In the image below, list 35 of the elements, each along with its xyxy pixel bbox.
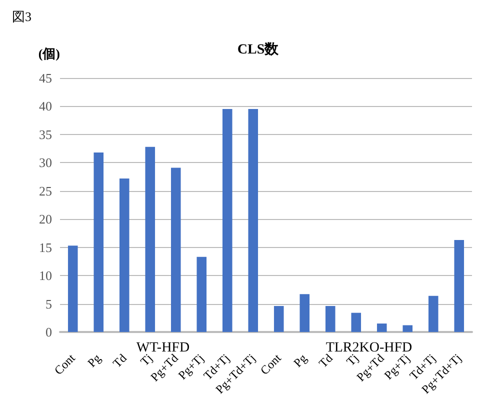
y-tick-label: 15 [39,240,52,255]
x-tick-label: Pg [290,351,310,370]
x-tick-label: Cont [257,350,284,378]
y-tick-label: 25 [39,183,52,198]
chart-title: CLS数 [237,42,280,58]
bar [94,152,104,332]
bar [145,146,156,332]
x-tick-label: Cont [51,350,78,378]
y-axis-title: (個) [38,46,60,61]
y-tick-label: 35 [39,126,52,142]
x-tick-label: Td [316,351,336,370]
bar [325,306,336,332]
bar [196,256,207,332]
x-tick-label: Pg [84,351,104,370]
bar [376,324,387,332]
bar [68,246,78,332]
bar [300,294,310,332]
y-tick-label: 45 [39,70,52,86]
x-tick-label: Td [110,351,130,370]
caption: 図3 [12,9,32,24]
bar [170,168,181,332]
bar [351,312,362,332]
y-tick-label: 10 [39,268,52,284]
bar [454,240,464,332]
y-tick-label: 30 [39,155,52,170]
bar [428,296,438,332]
bar [119,178,130,332]
bar [222,109,232,332]
y-tick-label: 0 [46,324,52,340]
y-tick-label: 20 [39,212,52,227]
bar [248,109,258,332]
y-tick-label: 40 [39,98,52,114]
bar [402,325,413,332]
bar [274,306,284,332]
y-tick-label: 5 [46,296,52,312]
